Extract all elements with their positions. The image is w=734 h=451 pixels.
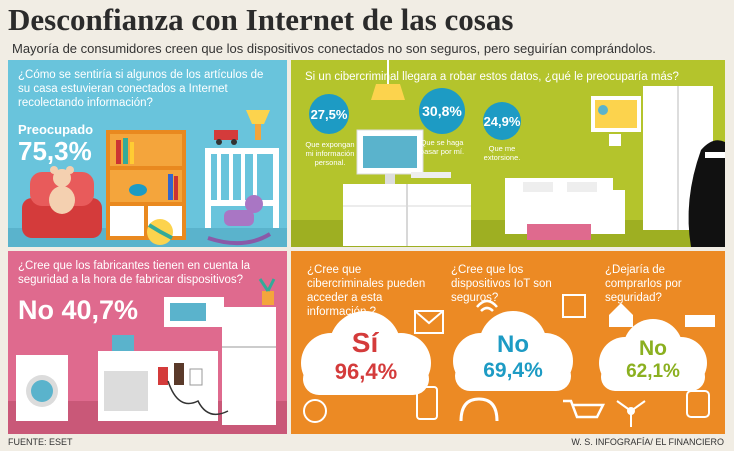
cloud-answer-1: Sí bbox=[351, 327, 379, 358]
footer-credit: W. S. INFOGRAFÍA/ EL FINANCIERO bbox=[571, 437, 724, 447]
worry-label-3: Que me extorsione. bbox=[483, 144, 521, 162]
footer-source: FUENTE: ESET bbox=[8, 437, 73, 447]
panel-security-questions: ¿Cree que cibercriminales pueden acceder… bbox=[291, 251, 725, 434]
panel1-answer-value: 75,3% bbox=[18, 136, 92, 166]
panel-worry: Si un cibercriminal llegara a robar esto… bbox=[291, 60, 725, 247]
panel2-question: Si un cibercriminal llegara a robar esto… bbox=[305, 71, 679, 83]
cloud-answer-3: No bbox=[639, 337, 667, 360]
kitchen-illustration bbox=[8, 278, 287, 434]
camera-icon bbox=[685, 315, 715, 327]
chip-icon bbox=[562, 294, 586, 318]
worry-bubble-2: 30,8% bbox=[419, 88, 465, 134]
home-icon bbox=[609, 303, 633, 327]
panel1-answer-label: Preocupado bbox=[18, 122, 94, 137]
wifi-icon bbox=[476, 299, 498, 312]
phone-icon bbox=[416, 386, 438, 420]
bedroom-illustration bbox=[291, 60, 725, 247]
tablet-icon bbox=[686, 390, 710, 418]
worry-label-1: Que expongan mi información personal. bbox=[305, 140, 355, 167]
worry-bubble-1: 27,5% bbox=[309, 94, 349, 134]
panel-concern: ¿Cómo se sentiría si algunos de los artí… bbox=[8, 60, 287, 247]
panel4-question-1: ¿Cree que cibercriminales pueden acceder… bbox=[307, 264, 426, 318]
clouds-illustration bbox=[301, 294, 715, 427]
panel3-answer: No 40,7% bbox=[18, 295, 139, 325]
panel4-question-3: ¿Dejaría de comprarlos por seguridad? bbox=[605, 264, 682, 304]
cloud-answer-2: No bbox=[497, 331, 529, 358]
cloud-value-1: 96,4% bbox=[334, 359, 398, 384]
panel3-question: ¿Cree que los fabricantes tienen en cuen… bbox=[18, 260, 251, 286]
cart-icon bbox=[563, 399, 606, 419]
cloud-value-3: 62,1% bbox=[626, 361, 680, 382]
page-subtitle: Mayoría de consumidores creen que los di… bbox=[12, 41, 656, 56]
headphones-icon bbox=[459, 397, 499, 422]
cursor-icon bbox=[303, 399, 327, 423]
panel1-question: ¿Cómo se sentiría si algunos de los artí… bbox=[18, 69, 264, 109]
page-title: Desconfianza con Internet de las cosas bbox=[8, 2, 514, 37]
panel-manufacturers: ¿Cree que los fabricantes tienen en cuen… bbox=[8, 251, 287, 434]
panel4-question-2: ¿Cree que los dispositivos IoT son segur… bbox=[451, 264, 552, 304]
kids-room-illustration bbox=[8, 110, 287, 247]
mail-icon bbox=[414, 310, 444, 334]
cloud-value-2: 69,4% bbox=[483, 359, 543, 382]
worry-label-2: Que se haga pasar por mí. bbox=[419, 138, 465, 156]
worry-bubble-3: 24,9% bbox=[483, 102, 521, 140]
